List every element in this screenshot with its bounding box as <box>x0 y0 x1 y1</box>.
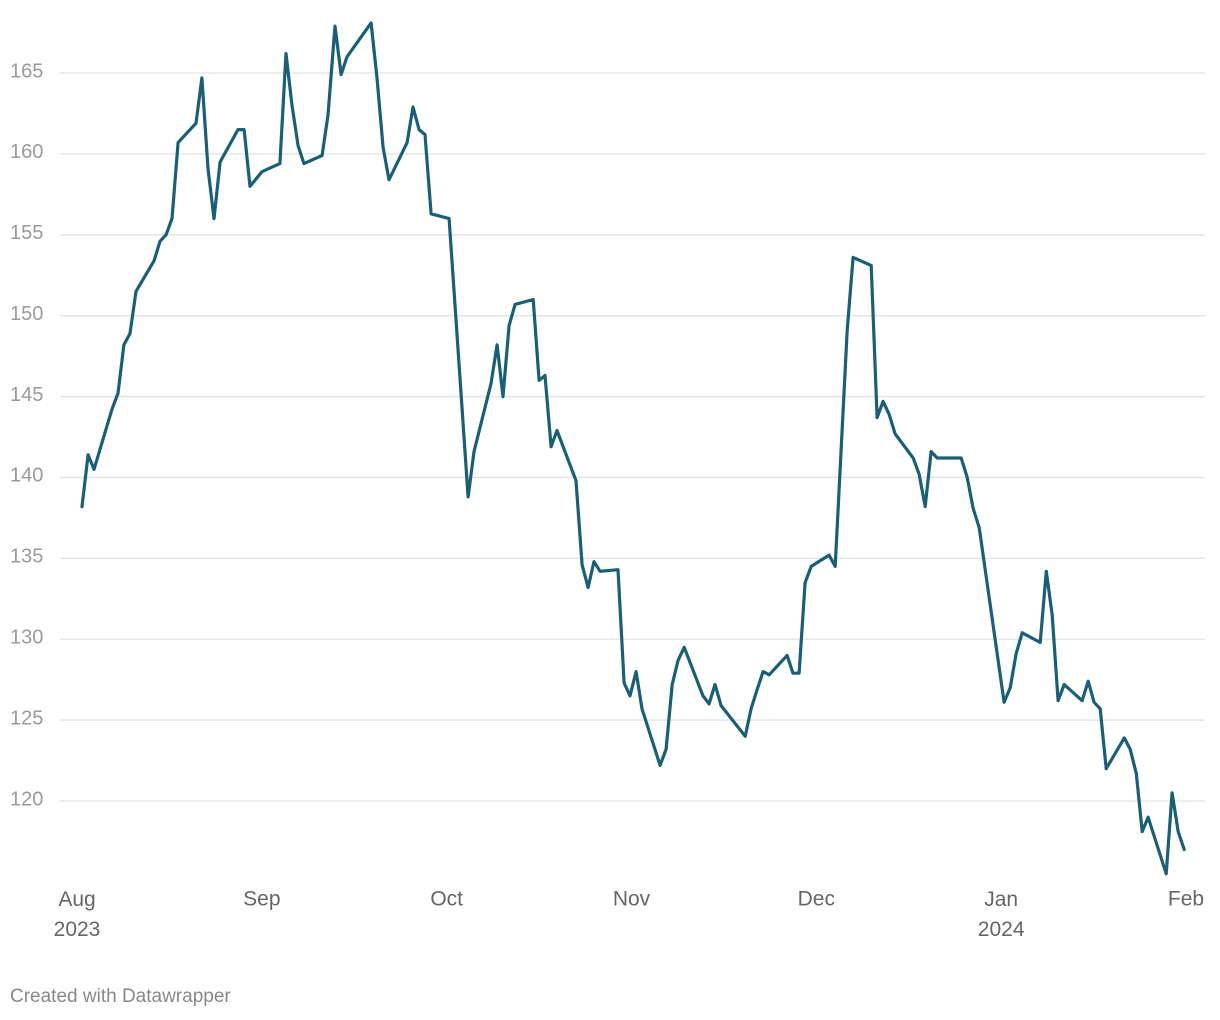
x-tick-label: Sep <box>243 888 280 911</box>
y-tick-label: 125 <box>10 707 43 729</box>
y-tick-label: 135 <box>10 546 43 568</box>
x-tick-label: Feb <box>1168 888 1204 911</box>
price-line <box>80 21 1186 876</box>
x-tick-label: Oct <box>430 888 463 911</box>
y-tick-label: 165 <box>10 60 43 82</box>
y-tick-label: 140 <box>10 465 43 487</box>
x-tick-label: Dec <box>798 888 835 911</box>
y-tick-label: 120 <box>10 788 43 810</box>
y-tick-label: 155 <box>10 222 43 244</box>
x-tick-label: Aug 2023 <box>54 888 101 941</box>
y-tick-label: 160 <box>10 141 43 163</box>
credit: Created with Datawrapper <box>10 986 231 1007</box>
x-tick-label: Jan 2024 <box>978 888 1025 941</box>
x-tick-label: Nov <box>613 888 651 911</box>
y-tick-label: 130 <box>10 627 43 649</box>
y-tick-label: 150 <box>10 303 43 325</box>
y-tick-label: 145 <box>10 384 43 406</box>
